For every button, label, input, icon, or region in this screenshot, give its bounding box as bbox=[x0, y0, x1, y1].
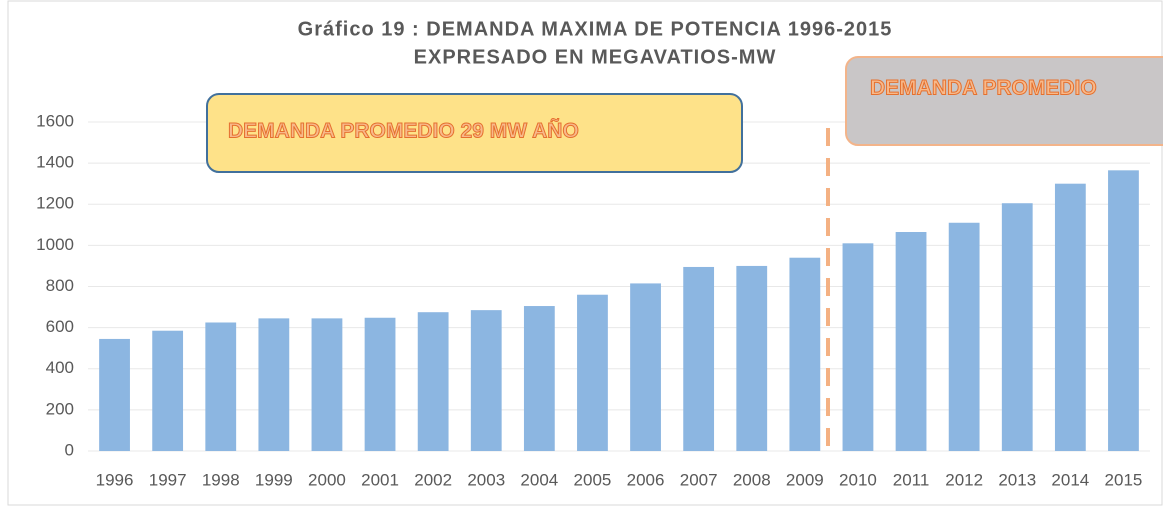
bar bbox=[895, 232, 927, 451]
x-tick-label: 2004 bbox=[520, 470, 558, 489]
x-tick-label: 1998 bbox=[202, 470, 240, 489]
y-tick-label: 1400 bbox=[36, 153, 74, 172]
annotation: DEMANDA PROMEDIO bbox=[870, 77, 1097, 100]
x-tick-label: 2002 bbox=[414, 470, 452, 489]
x-tick-label: 2008 bbox=[733, 470, 771, 489]
x-tick-label: 2000 bbox=[308, 470, 346, 489]
bar bbox=[577, 294, 608, 451]
bar bbox=[789, 257, 821, 451]
x-tick-label: 2005 bbox=[574, 470, 612, 489]
bar bbox=[523, 306, 555, 451]
bar bbox=[948, 222, 980, 451]
x-tick-label: 1999 bbox=[255, 470, 293, 489]
annotation-box bbox=[206, 93, 743, 173]
bar bbox=[1108, 170, 1139, 451]
bar bbox=[99, 338, 130, 451]
bar bbox=[364, 317, 396, 451]
x-tick-label: 2011 bbox=[893, 470, 930, 489]
chart-title: Gráfico 19 : DEMANDA MAXIMA DE POTENCIA … bbox=[298, 18, 893, 40]
x-tick-label: 1997 bbox=[149, 470, 187, 489]
y-tick-label: 0 bbox=[65, 440, 74, 459]
x-tick-label: 2001 bbox=[361, 470, 399, 489]
bar bbox=[417, 312, 449, 451]
bar bbox=[1001, 203, 1033, 451]
x-tick-label: 2003 bbox=[467, 470, 505, 489]
bar bbox=[311, 318, 343, 451]
bar bbox=[736, 265, 768, 451]
x-tick-label: 2007 bbox=[680, 470, 718, 489]
y-tick-label: 400 bbox=[46, 358, 74, 377]
x-tick-label: 2009 bbox=[786, 470, 824, 489]
bar bbox=[630, 283, 661, 451]
y-tick-label: 1600 bbox=[36, 111, 74, 130]
bar bbox=[842, 243, 874, 451]
x-tick-label: 1996 bbox=[96, 470, 134, 489]
bar bbox=[470, 310, 502, 451]
bar bbox=[683, 266, 715, 451]
bar bbox=[152, 330, 184, 451]
y-tick-label: 200 bbox=[46, 399, 74, 418]
bar bbox=[1054, 183, 1086, 451]
chart-subtitle: EXPRESADO EN MEGAVATIOS-MW bbox=[414, 46, 777, 68]
bar bbox=[205, 322, 237, 451]
x-tick-label: 2006 bbox=[627, 470, 665, 489]
y-tick-label: 1200 bbox=[36, 194, 74, 213]
x-tick-label: 2015 bbox=[1105, 470, 1143, 489]
y-tick-label: 800 bbox=[46, 276, 74, 295]
x-tick-label: 2014 bbox=[1051, 470, 1089, 489]
bar bbox=[258, 318, 290, 451]
y-tick-label: 1000 bbox=[36, 235, 74, 254]
plot-area: 0 200 400 600 800 1000 1200 1400 1600 1996 1997 199… bbox=[36, 111, 1150, 489]
chart-frame bbox=[7, 0, 1163, 506]
annotation-box bbox=[845, 56, 1163, 146]
x-tick-label: 2010 bbox=[839, 470, 877, 489]
y-tick-label: 600 bbox=[46, 317, 74, 336]
annotation: DEMANDA PROMEDIO 29 MW AÑO bbox=[228, 120, 579, 143]
x-tick-label: 2013 bbox=[998, 470, 1036, 489]
x-tick-label: 2012 bbox=[945, 470, 983, 489]
